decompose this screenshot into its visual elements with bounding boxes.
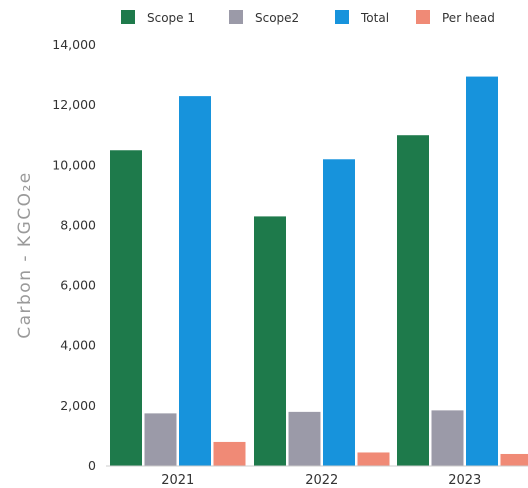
x-tick-label: 2022 — [305, 473, 338, 488]
legend-label-per-head: Per head — [442, 11, 495, 25]
bar-per-head-2022 — [357, 452, 390, 466]
legend-swatch-per-head — [416, 10, 430, 24]
bars — [110, 76, 528, 466]
x-tick-label: 2023 — [448, 473, 481, 488]
bar-total-2023 — [466, 76, 498, 466]
bar-total-2021 — [179, 96, 211, 466]
legend-swatch-scope-1 — [121, 10, 135, 24]
legend-swatch-scope2 — [229, 10, 243, 24]
bar-scope2-2022 — [288, 411, 321, 466]
legend-label-total: Total — [360, 11, 389, 25]
bar-scope-1-2022 — [254, 216, 286, 466]
y-axis-label: Carbon - KGCO₂e — [15, 171, 35, 339]
bar-per-head-2023 — [500, 453, 528, 466]
y-tick-label: 4,000 — [60, 338, 96, 353]
y-tick-label: 6,000 — [60, 278, 96, 293]
bar-scope2-2023 — [431, 410, 464, 466]
y-tick-label: 0 — [88, 458, 96, 473]
legend: Scope 1 Scope2 Total Per head — [121, 10, 495, 25]
bar-scope2-2021 — [144, 413, 177, 466]
x-tick-label: 2021 — [161, 473, 194, 488]
bar-total-2022 — [323, 159, 355, 466]
bar-scope-1-2023 — [397, 135, 429, 466]
bar-per-head-2021 — [213, 441, 246, 466]
y-tick-label: 8,000 — [60, 217, 96, 232]
y-tick-label: 14,000 — [52, 37, 96, 52]
bar-scope-1-2021 — [110, 150, 142, 466]
x-axis-ticks: 2021 2022 2023 — [161, 473, 481, 488]
y-tick-label: 12,000 — [52, 97, 96, 112]
legend-label-scope-1: Scope 1 — [147, 11, 195, 25]
y-tick-label: 2,000 — [60, 398, 96, 413]
y-axis-ticks: 0 2,000 4,000 6,000 8,000 10,000 12,000 14,000 — [52, 37, 96, 473]
legend-label-scope2: Scope2 — [255, 11, 299, 25]
y-tick-label: 10,000 — [52, 157, 96, 172]
legend-swatch-total — [335, 10, 349, 24]
